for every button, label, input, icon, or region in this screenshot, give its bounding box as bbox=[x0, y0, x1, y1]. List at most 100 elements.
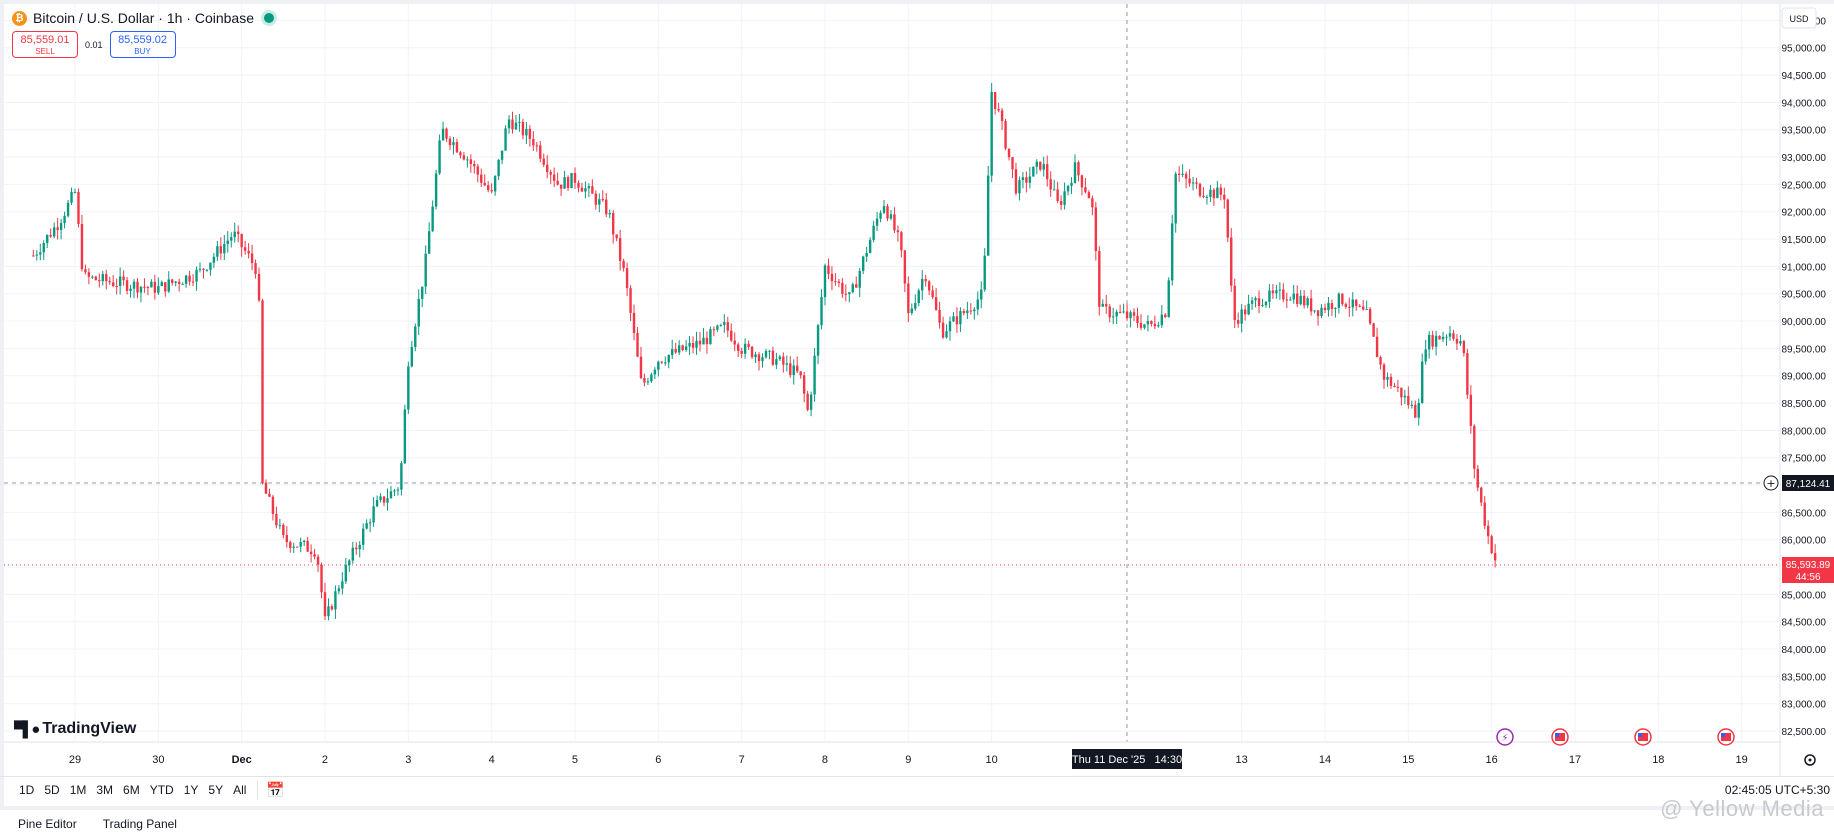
candle-body bbox=[35, 254, 39, 256]
candle-body bbox=[1177, 173, 1181, 175]
candle-body bbox=[56, 227, 59, 230]
candle-body bbox=[1108, 306, 1111, 318]
candle-body bbox=[552, 174, 556, 181]
price-tick-label: 89,000.00 bbox=[1782, 372, 1827, 383]
candle-body bbox=[934, 297, 938, 310]
symbol-header[interactable]: ₿ Bitcoin / U.S. Dollar · 1h · Coinbase bbox=[12, 8, 274, 28]
range-6m-button[interactable]: 6M bbox=[123, 783, 140, 797]
candle-body bbox=[993, 92, 997, 109]
price-chart[interactable]: 95,500.0095,000.0094,500.0094,000.0093,5… bbox=[0, 0, 1834, 776]
range-1y-button[interactable]: 1Y bbox=[183, 783, 199, 797]
range-1m-button[interactable]: 1M bbox=[69, 783, 87, 797]
candle-body bbox=[386, 498, 389, 503]
us-flag-event-icon[interactable] bbox=[1717, 728, 1735, 746]
candle-body bbox=[1427, 335, 1431, 350]
tradingview-logo[interactable]: ▀▌● TradingView bbox=[14, 720, 136, 738]
add-alert-icon[interactable] bbox=[1763, 475, 1779, 491]
candle-body bbox=[712, 329, 716, 331]
toolbar-divider bbox=[257, 781, 259, 799]
candle-body bbox=[875, 218, 879, 226]
candle-body bbox=[1212, 189, 1216, 199]
candle-body bbox=[216, 246, 219, 257]
candle-body bbox=[87, 272, 91, 277]
candle-body bbox=[681, 345, 684, 351]
candle-body bbox=[1327, 303, 1330, 311]
time-tick-label: 8 bbox=[822, 754, 828, 766]
price-tick-label: 83,500.00 bbox=[1782, 672, 1827, 683]
candle-body bbox=[577, 182, 580, 188]
candle-body bbox=[91, 276, 94, 278]
range-ytd-button[interactable]: YTD bbox=[149, 783, 174, 797]
candle-body bbox=[761, 357, 764, 362]
us-flag-event-icon[interactable] bbox=[1551, 728, 1569, 746]
candle-body bbox=[559, 184, 563, 189]
candle-body bbox=[400, 463, 403, 490]
calendar-goto-icon[interactable]: 📅 bbox=[266, 782, 286, 799]
candle-body bbox=[941, 322, 945, 338]
candle-body bbox=[605, 199, 608, 215]
candle-body bbox=[1334, 307, 1337, 309]
candle-body bbox=[226, 240, 229, 244]
candle-body bbox=[150, 281, 153, 288]
price-tick-label: 82,500.00 bbox=[1782, 727, 1827, 738]
us-flag-event-icon[interactable] bbox=[1634, 728, 1652, 746]
candle-body bbox=[1073, 162, 1077, 183]
candle-body bbox=[195, 269, 198, 282]
range-3m-button[interactable]: 3M bbox=[96, 783, 114, 797]
candle-body bbox=[480, 174, 483, 183]
candle-body bbox=[473, 164, 476, 167]
candle-body bbox=[108, 281, 111, 283]
sell-button[interactable]: 85,559.01 SELL bbox=[12, 31, 78, 58]
candle-body bbox=[570, 172, 573, 189]
price-tick-label: 83,000.00 bbox=[1782, 700, 1827, 711]
candle-body bbox=[556, 180, 559, 185]
candle-body bbox=[202, 268, 205, 270]
buy-button[interactable]: 85,559.02 BUY bbox=[109, 31, 176, 58]
candle-body bbox=[1417, 402, 1420, 418]
price-tick-label: 90,000.00 bbox=[1782, 317, 1827, 328]
range-5y-button[interactable]: 5Y bbox=[208, 783, 224, 797]
candle-body bbox=[351, 547, 354, 561]
tab-trading-panel[interactable]: Trading Panel bbox=[102, 817, 177, 831]
price-tick-label: 89,500.00 bbox=[1782, 344, 1827, 355]
candle-body bbox=[799, 371, 802, 376]
settings-gear-icon[interactable] bbox=[1804, 754, 1816, 766]
candle-body bbox=[827, 265, 830, 274]
candle-body bbox=[1035, 161, 1039, 167]
time-tick-label: 5 bbox=[572, 754, 578, 766]
marked-price-badge bbox=[1782, 475, 1834, 491]
range-toolbar: 1D 5D 1M 3M 6M YTD 1Y 5Y All 📅 02:45:05 … bbox=[0, 776, 1834, 803]
utc-clock[interactable]: 02:45:05 UTC+5:30 bbox=[1724, 783, 1830, 797]
time-axis[interactable]: 29 30 Dec 2 3 4 5 6 7 8 9 10 13 14 15 16 17 18 19 bbox=[69, 754, 1748, 766]
candle-body bbox=[1441, 336, 1445, 340]
candle-body bbox=[1240, 309, 1243, 324]
candle-body bbox=[910, 308, 914, 314]
candle-body bbox=[900, 232, 903, 251]
candle-body bbox=[1341, 293, 1344, 305]
tab-pine-editor[interactable]: Pine Editor bbox=[18, 817, 77, 831]
price-tick-label: 92,500.00 bbox=[1782, 180, 1827, 191]
candle-body bbox=[848, 292, 851, 295]
candle-body bbox=[1365, 308, 1368, 310]
candle-body bbox=[278, 524, 282, 526]
symbol-title[interactable]: Bitcoin / U.S. Dollar · 1h · Coinbase bbox=[33, 10, 254, 26]
sell-price: 85,559.01 bbox=[20, 34, 70, 46]
range-1d-button[interactable]: 1D bbox=[19, 783, 35, 797]
candle-body bbox=[125, 280, 129, 291]
candle-body bbox=[1018, 180, 1021, 194]
candle-body bbox=[775, 359, 778, 365]
candle-body bbox=[1216, 187, 1219, 199]
candle-body bbox=[740, 350, 743, 354]
candle-body bbox=[236, 231, 240, 235]
candle-body bbox=[1049, 179, 1052, 190]
bottom-panel-bar: Pine Editor Trading Panel bbox=[0, 806, 1834, 838]
range-5d-button[interactable]: 5D bbox=[44, 783, 60, 797]
price-axis[interactable]: 95,500.0095,000.0094,500.0094,000.0093,5… bbox=[1782, 16, 1827, 738]
lightning-event-icon[interactable]: ⚡ bbox=[1496, 728, 1514, 746]
candle-body bbox=[525, 128, 528, 136]
candle-body bbox=[337, 588, 341, 592]
candle-body bbox=[250, 253, 254, 264]
currency-box[interactable] bbox=[1781, 7, 1817, 29]
range-all-button[interactable]: All bbox=[233, 783, 247, 797]
candle-body bbox=[1382, 364, 1386, 380]
